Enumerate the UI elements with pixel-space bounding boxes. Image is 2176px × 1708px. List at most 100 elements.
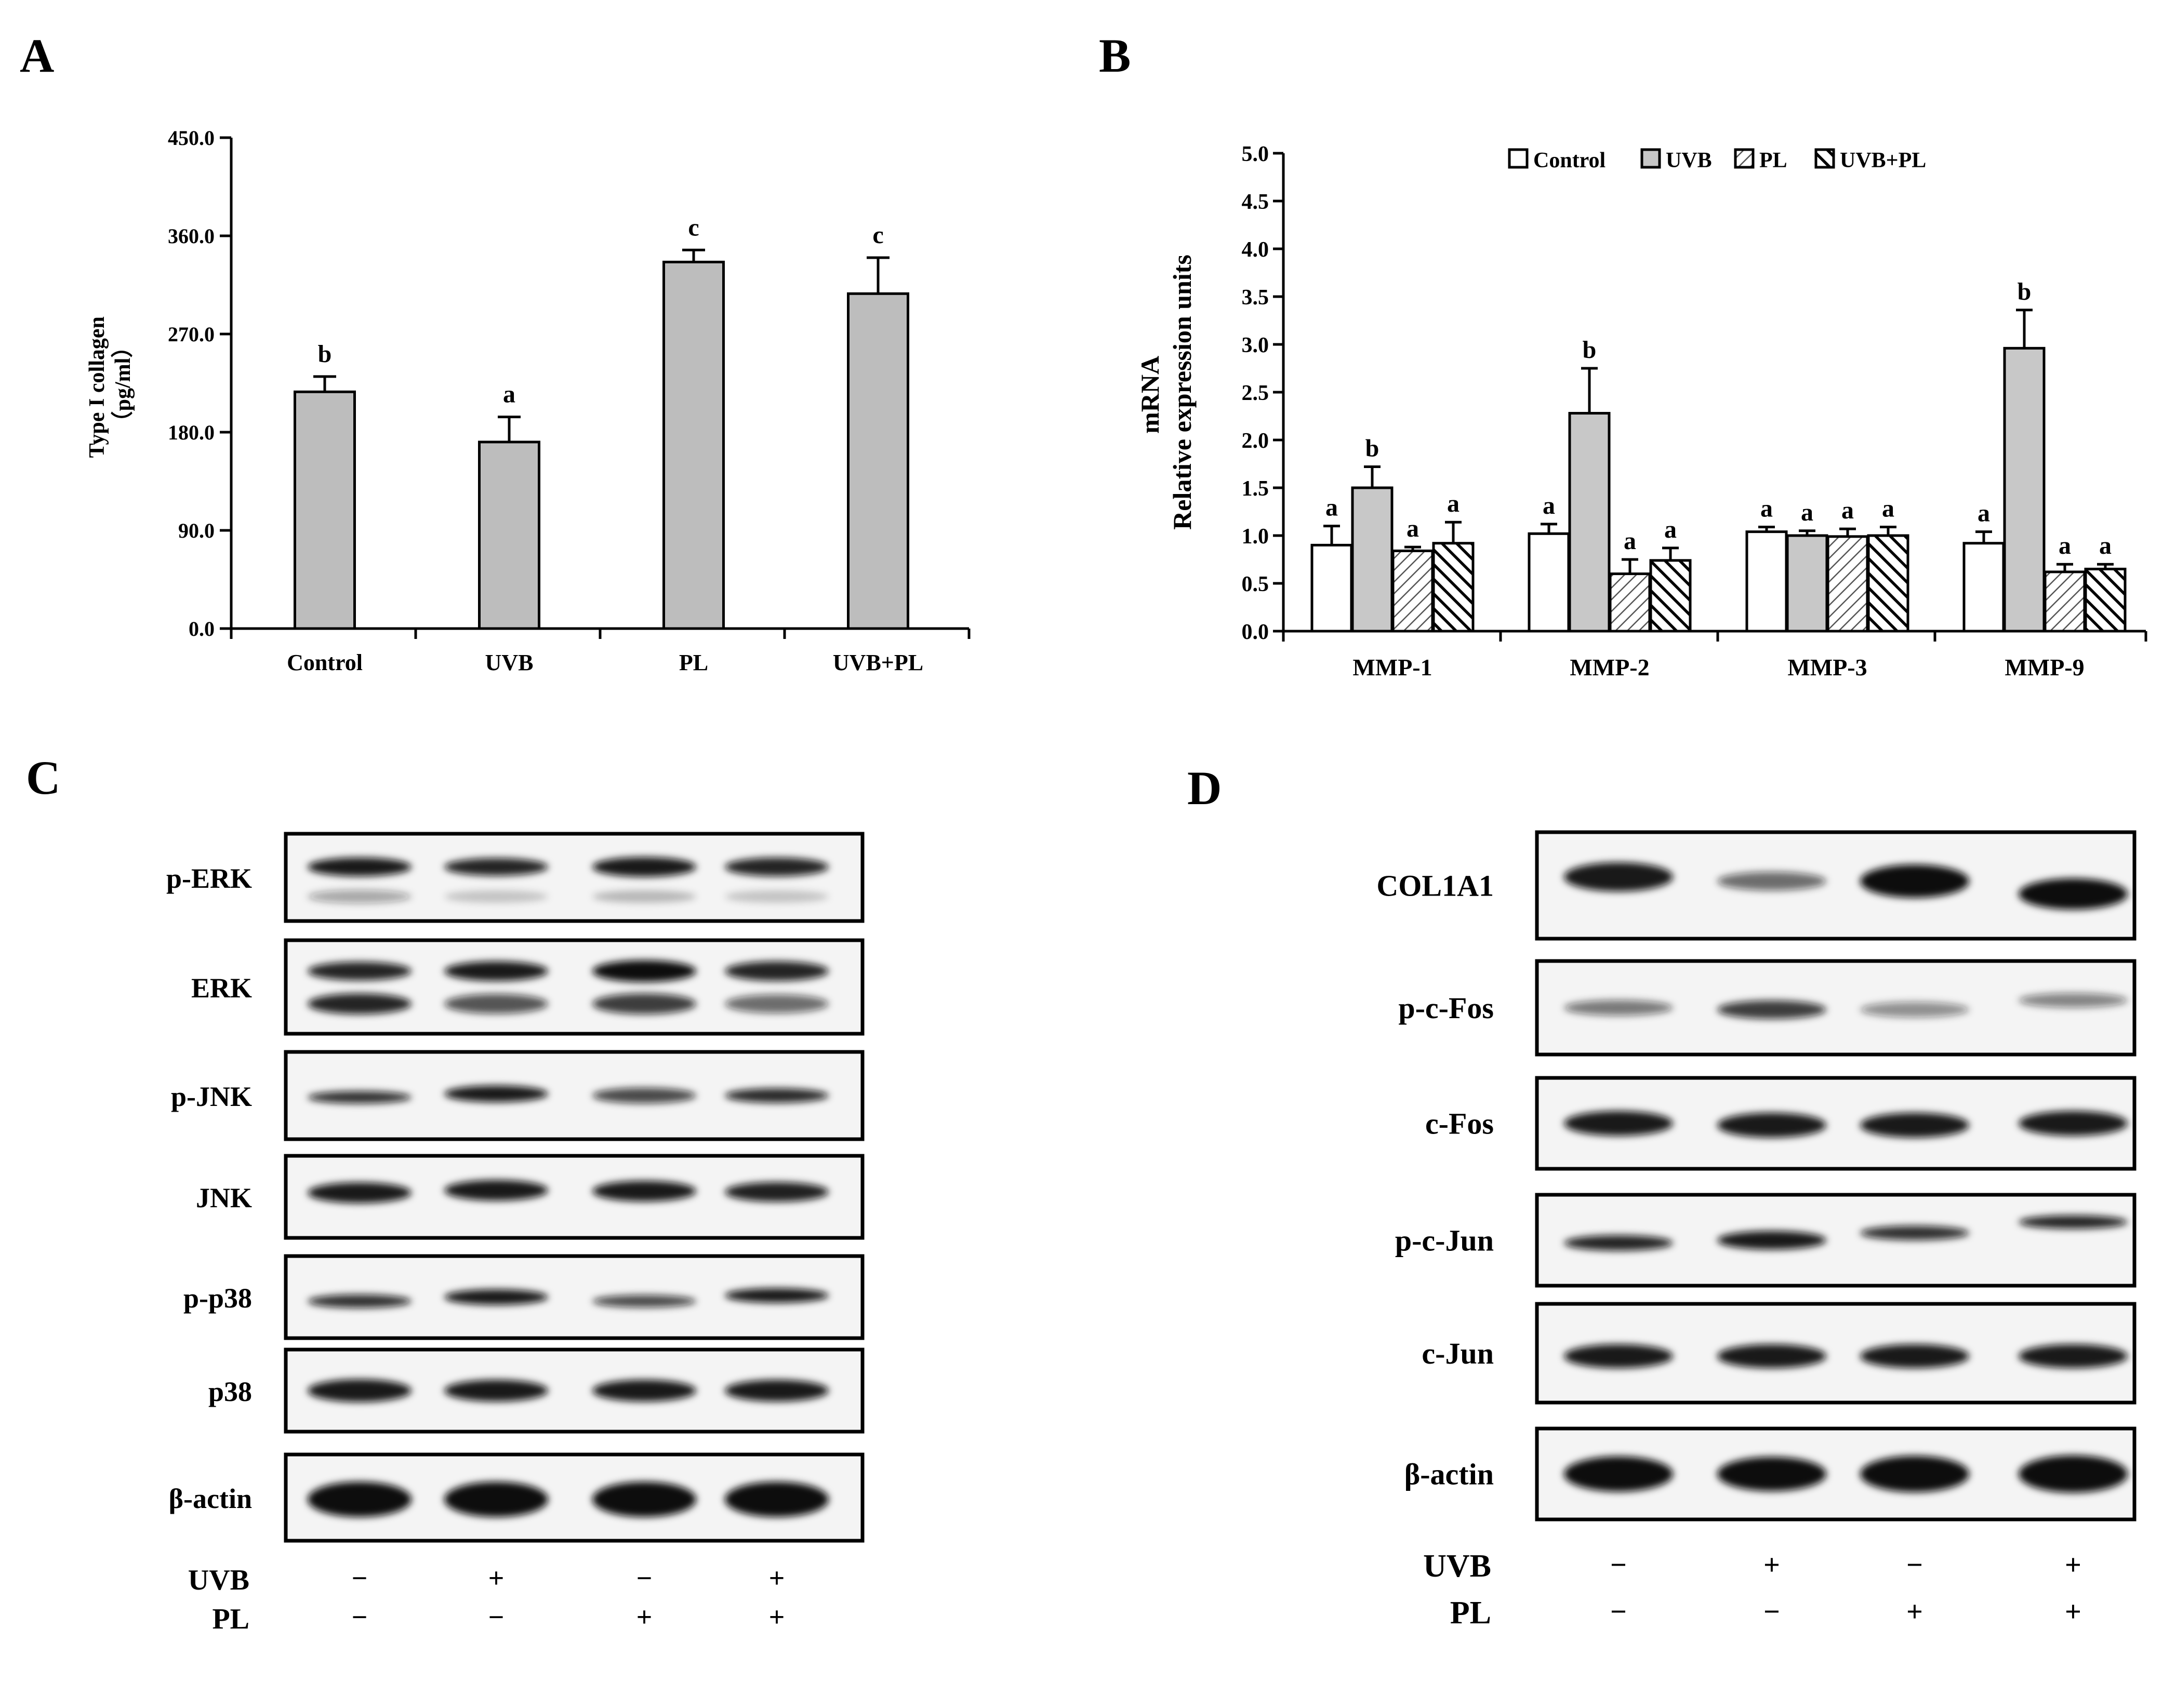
band	[1564, 1456, 1673, 1492]
bar-control	[294, 390, 356, 630]
legend-swatch-control	[1508, 148, 1529, 169]
band	[308, 962, 412, 981]
y-tick-label: 2.5	[1242, 381, 1269, 405]
legend-swatch-uvb-pl	[1814, 148, 1835, 169]
band	[592, 960, 696, 982]
legend-label: PL	[1759, 149, 1787, 172]
panel-letter-c: C	[26, 751, 60, 804]
band	[1564, 862, 1673, 892]
treatment-sign: −	[352, 1563, 368, 1594]
blot-beta-actin-bands	[1564, 1455, 2128, 1493]
treatment-sign: +	[1763, 1549, 1780, 1581]
significance-letter: a	[1447, 490, 1459, 517]
treatment-label: PL	[212, 1603, 249, 1635]
treatment-sign: −	[1610, 1596, 1627, 1628]
significance-letter: b	[1365, 435, 1379, 462]
y-tick-label: 1.0	[1242, 525, 1269, 549]
blot-erk-frame	[284, 938, 865, 1036]
band	[1564, 1000, 1673, 1016]
treatment-label: PL	[1450, 1595, 1491, 1631]
band	[1564, 1344, 1673, 1368]
band	[444, 1180, 548, 1201]
band	[308, 857, 412, 876]
panel-letter-a: A	[20, 29, 54, 82]
significance-letter: a	[1664, 516, 1677, 543]
panel-letter-d: D	[1187, 762, 1222, 815]
band	[1860, 864, 1969, 898]
significance-letter: a	[1841, 497, 1854, 524]
band	[1717, 1231, 1826, 1250]
y-tick-label: 3.0	[1242, 333, 1269, 357]
bar-mmp-2-control	[1528, 532, 1570, 633]
x-tick-label: MMP-3	[1787, 654, 1867, 680]
band	[2019, 878, 2128, 910]
treatment-sign: +	[769, 1563, 785, 1594]
blot-p-erk-frame	[284, 832, 865, 923]
chart-b: mRNA Relative expression units Control UV…	[1135, 142, 2147, 680]
blot-p38: p38	[208, 1347, 865, 1434]
band	[1860, 1344, 1969, 1368]
blot-col1a1: COL1A1	[1376, 830, 2137, 941]
blot-label: p-p38	[183, 1283, 252, 1314]
legend-swatch-uvb	[1640, 148, 1661, 169]
band	[592, 1482, 696, 1517]
treatment-sign: +	[769, 1602, 785, 1633]
band-lower	[308, 993, 412, 1015]
blot-p-jnk: p-JNK	[171, 1050, 865, 1141]
y-ticks: 0.0 90.0 180.0 270.0 360.0 450.0	[168, 126, 231, 640]
x-tick-label: Control	[287, 650, 363, 675]
legend-swatch-pl	[1734, 148, 1755, 169]
bar-mmp-3-uvb	[1786, 534, 1828, 633]
bar-uvb	[478, 441, 540, 630]
legend: Control UVB PL UVB+PL	[1508, 148, 1926, 172]
band	[444, 1380, 548, 1402]
treatment-sign: −	[352, 1602, 368, 1633]
blot-label: β-actin	[1404, 1458, 1494, 1491]
legend-label: UVB+PL	[1840, 149, 1926, 172]
significance-letter: b	[318, 340, 332, 368]
blot-p-c-jun: p-c-Jun	[1395, 1193, 2137, 1288]
blot-jnk: JNK	[196, 1154, 865, 1240]
x-tick-label: MMP-2	[1570, 654, 1649, 680]
y-axis-title: Type I collagen （pg/ml）	[85, 311, 135, 458]
blot-c-jun-bands	[1564, 1344, 2128, 1368]
band	[308, 1091, 412, 1104]
blot-erk: ERK	[191, 938, 865, 1036]
band	[1717, 872, 1826, 891]
y-axis-title-line2: （pg/ml）	[111, 336, 135, 433]
band	[592, 1295, 696, 1307]
y-axis-title-line1: mRNA	[1135, 356, 1164, 434]
significance-letter: a	[503, 381, 515, 408]
blot-p-p38: p-p38	[183, 1254, 865, 1340]
blot-label: p-c-Jun	[1395, 1224, 1494, 1258]
treatment-label: UVB	[188, 1564, 249, 1596]
band	[725, 1380, 829, 1402]
band	[1717, 1000, 1826, 1019]
band	[444, 1289, 548, 1305]
significance-letter: c	[872, 221, 883, 249]
blot-label: p-c-Fos	[1398, 991, 1494, 1025]
treatment-sign: +	[636, 1602, 653, 1633]
bars: a b a a MMP-1 a b a a MMP-2 a a a a MMP-3 a b a a MMP-9	[1282, 278, 2147, 680]
x-tick-label: PL	[679, 650, 708, 675]
treatment-sign: −	[636, 1563, 653, 1594]
band	[592, 857, 696, 877]
y-tick-label: 0.0	[1242, 620, 1269, 644]
bar-mmp-9-control	[1962, 542, 2005, 633]
y-axis-title: mRNA Relative expression units	[1135, 255, 1197, 530]
band	[725, 1182, 829, 1202]
significance-letter: b	[2018, 278, 2032, 305]
blot-beta-actin-bands	[308, 1482, 829, 1517]
significance-letter: a	[2099, 532, 2112, 559]
blot-p-c-jun-bands	[1564, 1215, 2128, 1251]
blot-beta-actin: β-actin	[169, 1452, 865, 1543]
legend-label: Control	[1533, 149, 1606, 172]
blot-erk-bands	[308, 960, 829, 1015]
band	[308, 1294, 412, 1308]
bar-mmp-1-control	[1310, 543, 1353, 633]
y-tick-label: 5.0	[1242, 142, 1269, 166]
significance-letter: a	[1325, 494, 1338, 522]
western-blot-d: COL1A1 p-c-Fos c-Fos p-c-Jun c-Jun β-actin UVB…	[1376, 830, 2137, 1631]
blot-p-jnk-bands	[308, 1085, 829, 1104]
band-lower	[444, 994, 548, 1014]
